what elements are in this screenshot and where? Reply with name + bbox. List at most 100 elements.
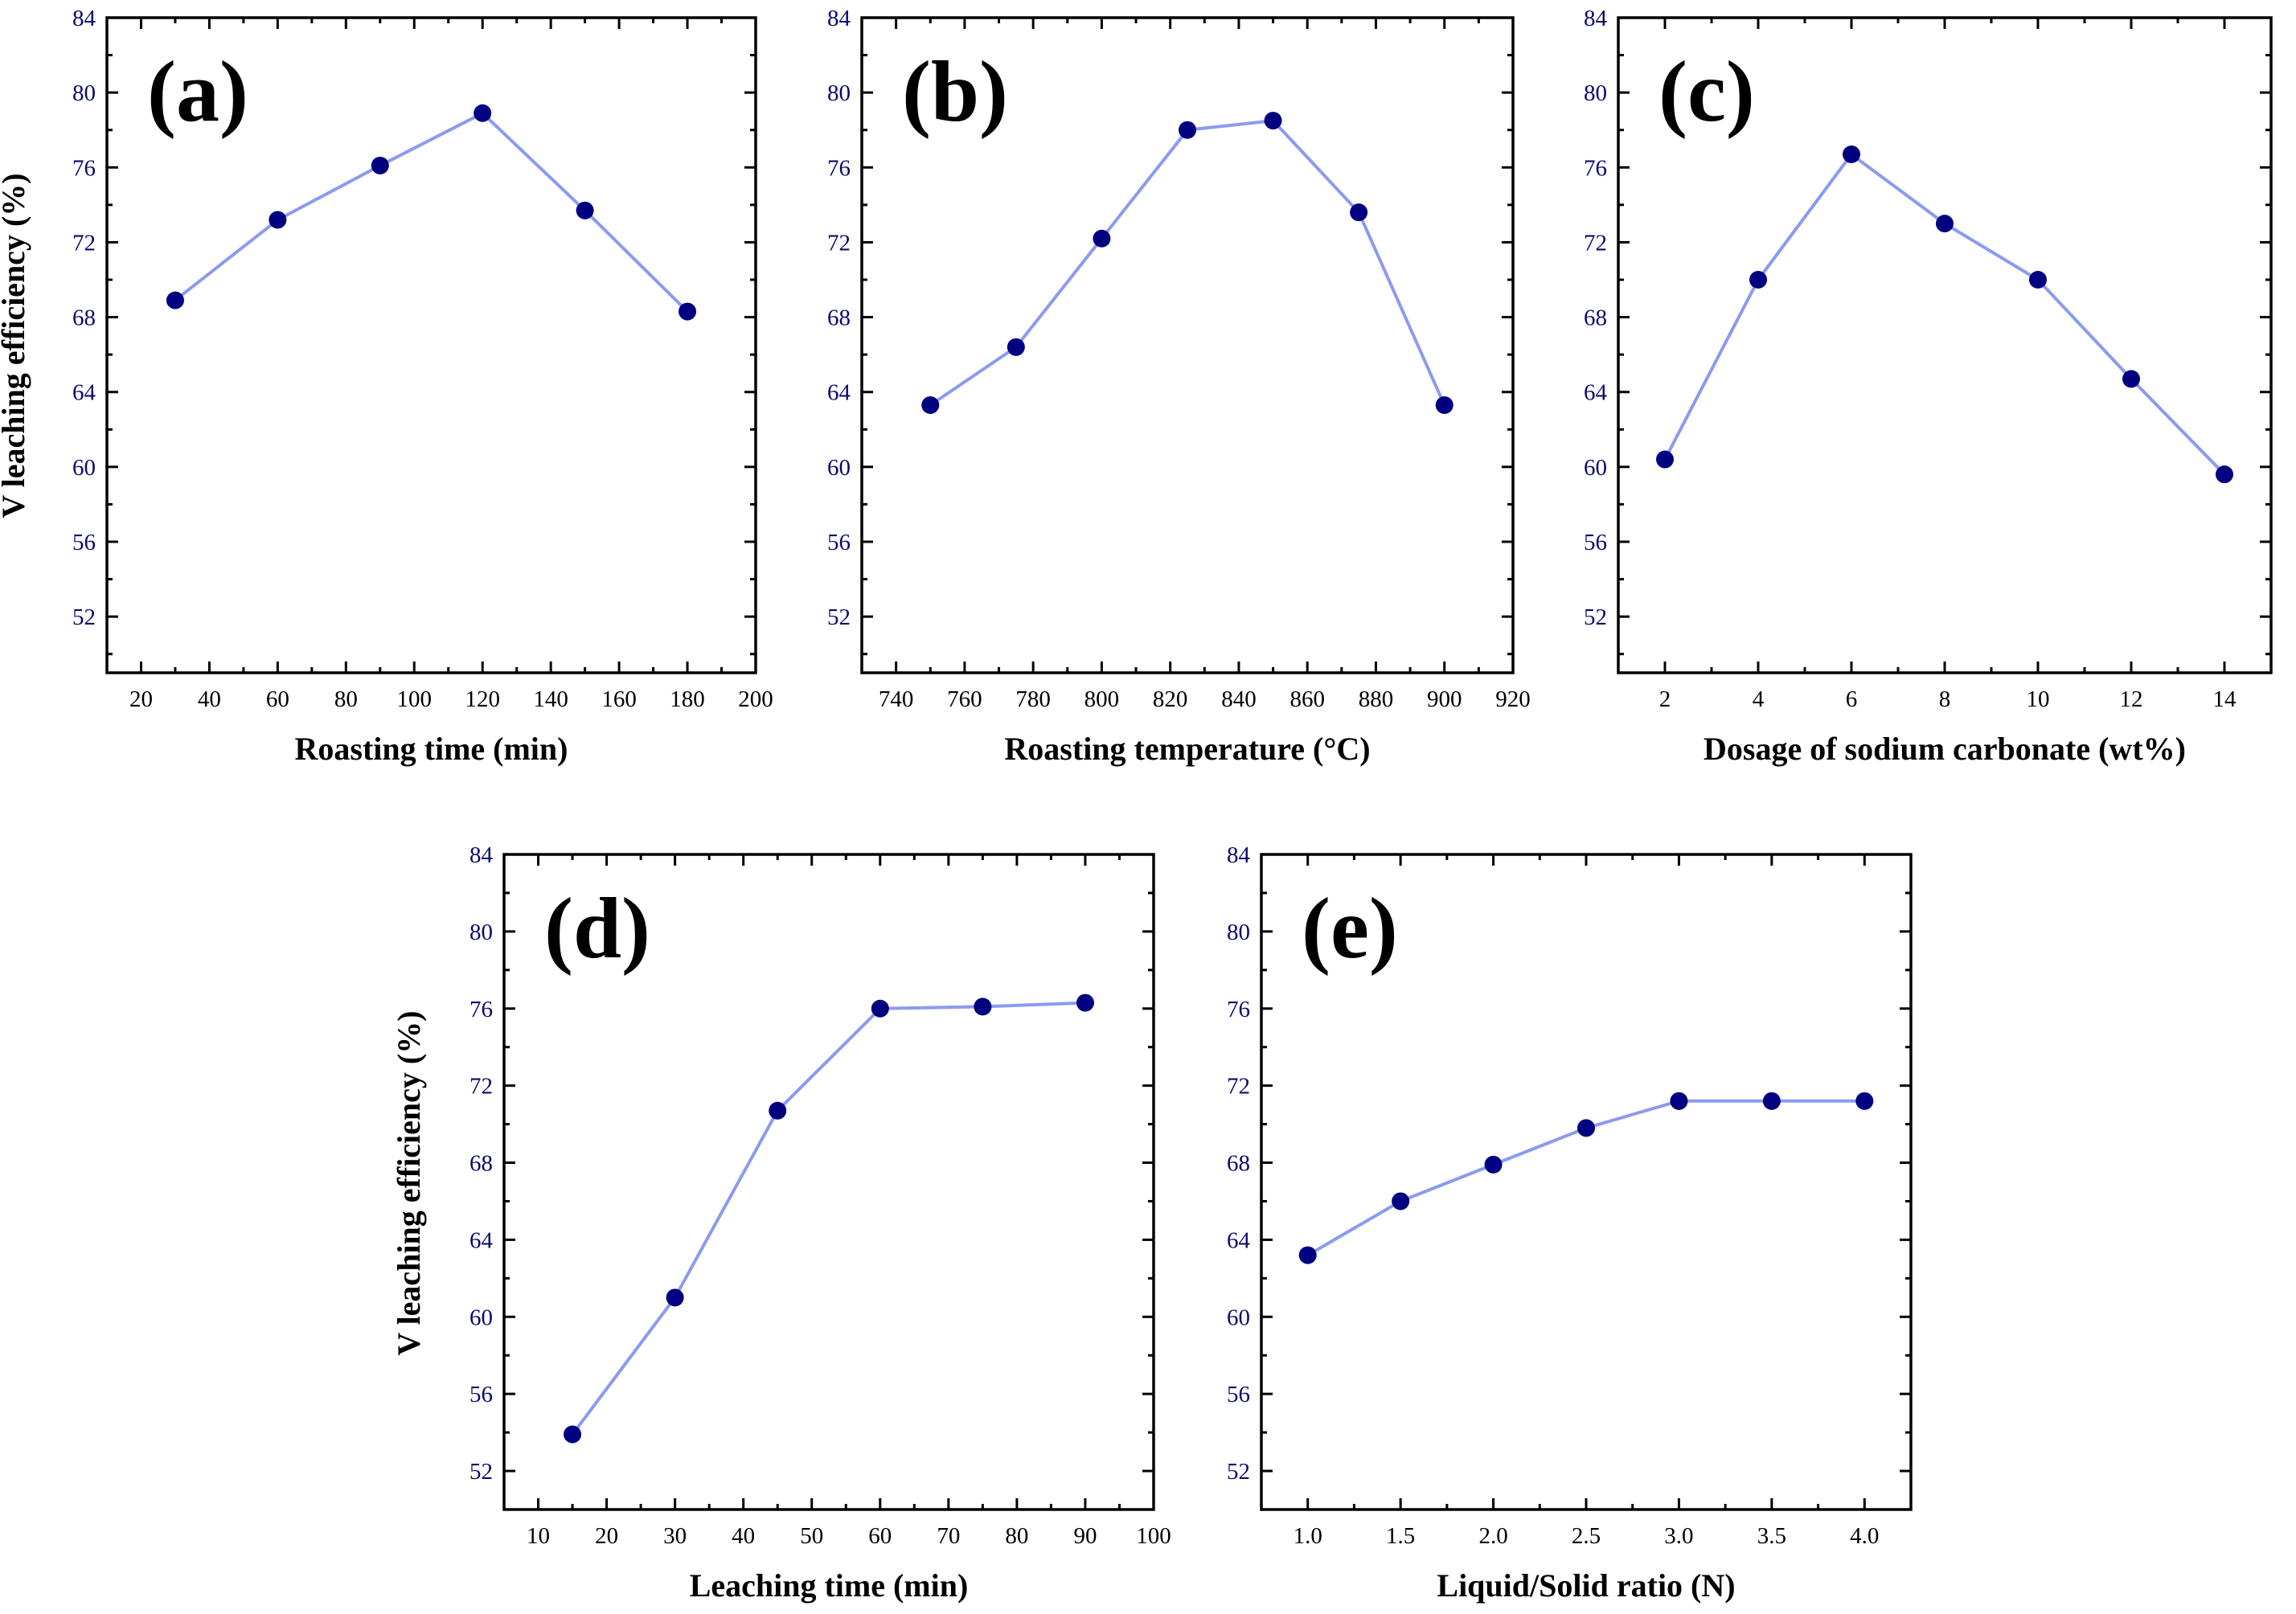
chart-0-xtick-label-6: 140: [533, 686, 568, 712]
chart-1-ytick-label-4: 68: [827, 305, 851, 331]
chart-4-point-3: [1577, 1119, 1595, 1137]
chart-3-ytick-label-3: 64: [469, 1227, 494, 1253]
chart-2-point-4: [2029, 271, 2047, 289]
chart-3-ytick-label-0: 52: [469, 1459, 493, 1485]
chart-1-series-line: [929, 119, 1446, 407]
chart-1-xtick-label-0: 740: [879, 686, 914, 712]
chart-3-plot-frame: [502, 853, 1155, 1511]
chart-2-xtick-label-6: 14: [2213, 686, 2237, 712]
chart-1-ytick-label-6: 76: [827, 155, 851, 181]
chart-0-xtick-label-4: 100: [397, 686, 433, 712]
chart-4-ytick-label-3: 64: [1227, 1227, 1251, 1253]
chart-3-ytick-label-8: 84: [469, 842, 494, 868]
chart-1-ytick-label-8: 84: [827, 6, 851, 31]
chart-2-ytick-label-3: 64: [1584, 380, 1608, 406]
chart-4-point-5: [1762, 1092, 1781, 1110]
chart-1-plot-frame: [860, 16, 1515, 674]
chart-2-point-2: [1843, 145, 1860, 163]
chart-0-point-1: [269, 211, 287, 229]
chart-0-y-axis-title: V leaching efficiency (%): [0, 173, 31, 518]
chart-3-xtick-label-4: 50: [800, 1523, 823, 1549]
chart-3-ytick-label-4: 68: [469, 1151, 493, 1177]
chart-3-ytick-label-2: 60: [469, 1305, 493, 1330]
chart-0-ytick-label-3: 64: [72, 380, 96, 406]
chart-4-ytick-label-1: 56: [1227, 1382, 1250, 1407]
chart-3-point-2: [769, 1101, 787, 1120]
chart-1-ytick-label-1: 56: [827, 530, 851, 555]
chart-0-xtick-label-3: 80: [334, 686, 358, 712]
chart-2-x-axis-title: Dosage of sodium carbonate (wt%): [1704, 731, 2186, 767]
chart-4-xtick-label-4: 3.0: [1664, 1523, 1693, 1549]
chart-1-xtick-label-9: 920: [1495, 686, 1531, 712]
chart-2-ytick-label-5: 72: [1584, 230, 1607, 256]
chart-0-xtick-label-5: 120: [465, 686, 500, 712]
chart-3-point-4: [974, 997, 992, 1016]
chart-3-ytick-label-1: 56: [469, 1382, 493, 1407]
panel-e: 52 56 60 64 68 72 76 80 84 1.0 1.5 2.0 2.5 3.0 3.5 4.0 L…: [1227, 842, 1913, 1604]
chart-2-ytick-label-6: 76: [1584, 155, 1607, 181]
chart-3-ytick-label-5: 72: [469, 1074, 493, 1100]
chart-0-ytick-label-2: 60: [72, 455, 96, 481]
chart-2-point-1: [1749, 271, 1767, 289]
chart-1-point-5: [1350, 203, 1368, 222]
chart-0-ytick-label-8: 84: [72, 6, 96, 31]
chart-2-point-3: [1936, 215, 1954, 233]
chart-2-panel-label: (c): [1658, 44, 1755, 140]
chart-3-panel-label: (d): [544, 881, 650, 977]
chart-3-point-0: [564, 1425, 582, 1444]
chart-0-xtick-label-8: 180: [670, 686, 705, 712]
panel-d: 52 56 60 64 68 72 76 80 84 10 20 30 40 50 60 70 80 90 100 L…: [391, 842, 1171, 1604]
chart-2-xtick-label-0: 2: [1659, 686, 1671, 712]
chart-1-x-axis-title: Roasting temperature (°C): [1004, 731, 1370, 767]
chart-2-point-5: [2122, 370, 2140, 388]
chart-3-xtick-label-8: 90: [1073, 1523, 1097, 1549]
chart-0-point-0: [166, 291, 184, 309]
chart-2-ytick-label-2: 60: [1584, 455, 1607, 481]
chart-3-xtick-label-7: 80: [1005, 1523, 1028, 1549]
chart-1-xtick-label-6: 860: [1289, 686, 1325, 712]
chart-0-xtick-label-7: 160: [601, 686, 637, 712]
chart-0-point-3: [474, 104, 492, 122]
chart-1-ytick-label-2: 60: [827, 455, 851, 481]
chart-0-ytick-label-4: 68: [72, 305, 96, 331]
chart-0-xtick-label-9: 200: [738, 686, 773, 712]
chart-3-xtick-label-9: 100: [1136, 1523, 1171, 1549]
chart-4-ytick-label-0: 52: [1227, 1459, 1250, 1485]
chart-2-point-6: [2216, 465, 2233, 484]
chart-4-ytick-label-7: 80: [1227, 920, 1250, 945]
chart-2-ytick-label-0: 52: [1584, 604, 1607, 630]
chart-0-ytick-label-1: 56: [72, 530, 96, 555]
chart-4-point-1: [1392, 1192, 1410, 1210]
chart-3-point-1: [666, 1288, 684, 1307]
chart-0-xtick-label-0: 20: [129, 686, 153, 712]
chart-0-xtick-label-1: 40: [198, 686, 221, 712]
chart-3-ytick-label-6: 76: [469, 997, 493, 1022]
chart-2-xtick-label-2: 6: [1846, 686, 1858, 712]
chart-0-series-line: [174, 111, 689, 313]
chart-3-series-line: [571, 1001, 1085, 1436]
chart-4-xtick-label-3: 2.5: [1572, 1523, 1601, 1549]
chart-1-panel-label: (b): [902, 44, 1008, 140]
chart-3-xtick-label-6: 70: [937, 1523, 960, 1549]
chart-2-ytick-label-8: 84: [1584, 6, 1608, 31]
chart-2-xtick-label-5: 12: [2120, 686, 2143, 712]
chart-4-point-4: [1670, 1092, 1688, 1110]
chart-1-point-2: [1093, 229, 1111, 248]
chart-0-panel-label: (a): [147, 44, 248, 140]
chart-1-xtick-label-8: 900: [1427, 686, 1462, 712]
panel-a: 52 56 60 64 68 72 76 80 84 20 40 60 80 100 120 140 160 18…: [0, 6, 773, 767]
chart-3-x-axis-title: Leaching time (min): [690, 1567, 969, 1604]
chart-3-xtick-label-1: 20: [595, 1523, 618, 1549]
chart-4-ytick-label-8: 84: [1227, 842, 1251, 868]
chart-4-xtick-label-5: 3.5: [1757, 1523, 1786, 1549]
chart-4-xtick-label-0: 1.0: [1294, 1523, 1322, 1549]
chart-3-ytick-label-7: 80: [469, 920, 493, 945]
chart-2-ytick-label-4: 68: [1584, 305, 1607, 331]
chart-1-ytick-label-7: 80: [827, 80, 851, 106]
chart-4-xtick-label-2: 2.0: [1478, 1523, 1507, 1549]
chart-3-xtick-label-3: 40: [732, 1523, 755, 1549]
chart-4-point-2: [1484, 1155, 1503, 1174]
chart-2-series-line: [1663, 152, 2226, 476]
chart-3-xtick-label-2: 30: [663, 1523, 687, 1549]
